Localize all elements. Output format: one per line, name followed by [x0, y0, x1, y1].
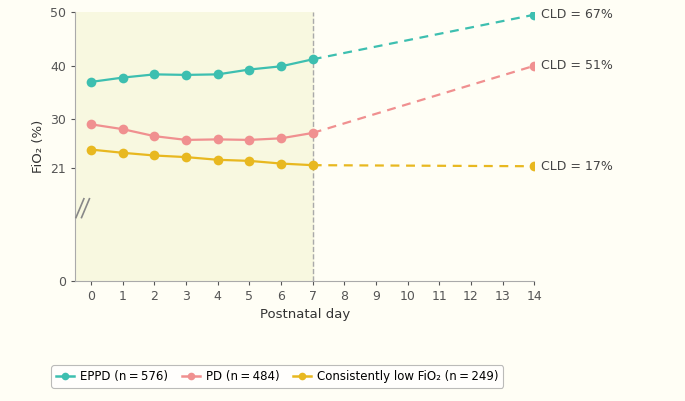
Bar	[75, 12, 313, 281]
Y-axis label: FiO₂ (%): FiO₂ (%)	[32, 120, 45, 173]
Text: CLD = 67%: CLD = 67%	[540, 8, 612, 21]
Text: CLD = 51%: CLD = 51%	[540, 59, 612, 72]
Text: CLD = 17%: CLD = 17%	[540, 160, 612, 173]
X-axis label: Postnatal day: Postnatal day	[260, 308, 350, 321]
Legend: EPPD (n = 576), PD (n = 484), Consistently low FiO₂ (n = 249): EPPD (n = 576), PD (n = 484), Consistent…	[51, 365, 503, 388]
